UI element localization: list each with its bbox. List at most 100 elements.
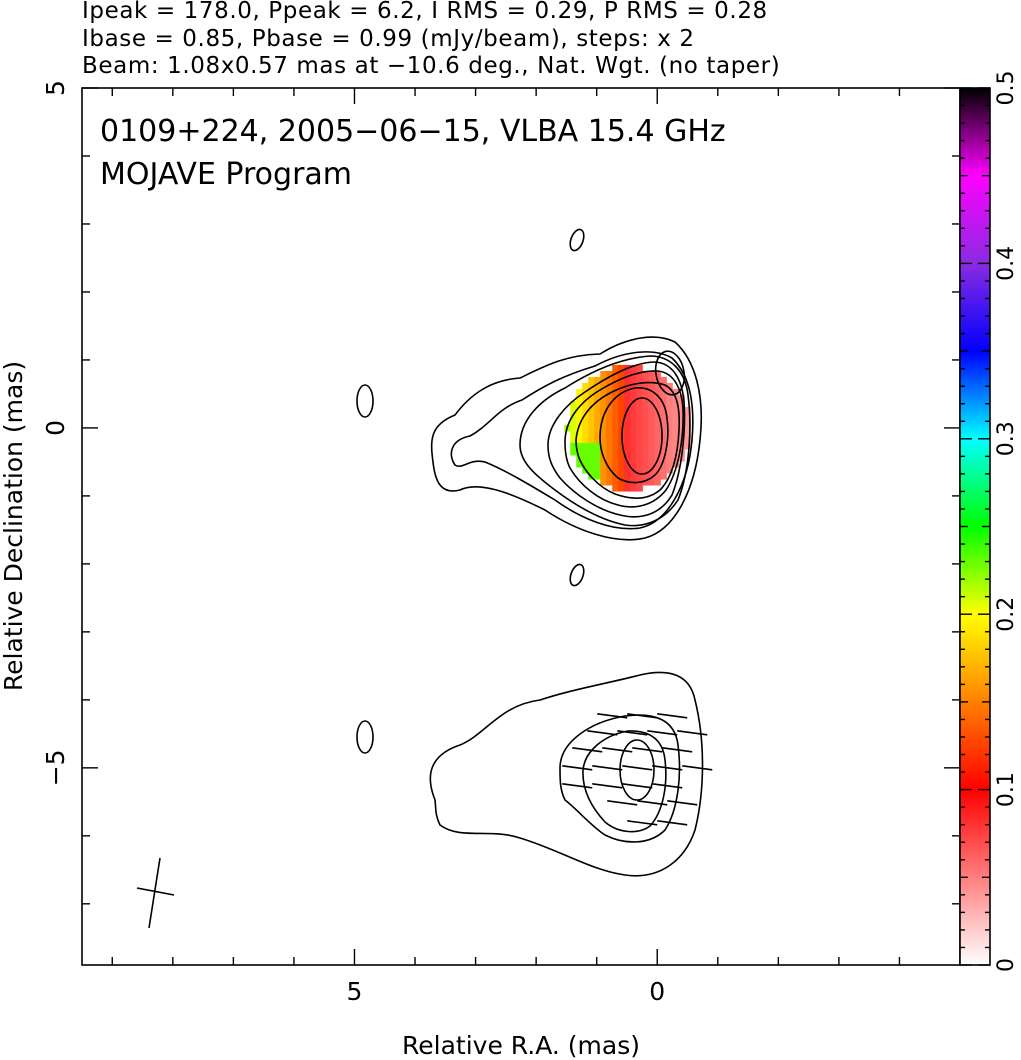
- pol-pixel: [654, 478, 661, 486]
- pol-pixel: [570, 436, 577, 444]
- pol-pixel: [642, 478, 649, 486]
- pol-pixel: [582, 430, 589, 438]
- pol-pixel: [660, 442, 667, 450]
- pol-pixel: [612, 406, 619, 414]
- pol-pixel: [594, 406, 601, 414]
- pol-pixel: [648, 394, 655, 402]
- pol-pixel: [582, 394, 589, 402]
- evpa-tick: [572, 747, 603, 753]
- pol-pixel: [648, 376, 655, 384]
- pol-pixel: [618, 388, 625, 396]
- pol-pixel: [630, 394, 637, 402]
- pol-contour-level-2: [559, 714, 681, 843]
- pol-pixel: [624, 394, 631, 402]
- evpa-tick: [652, 783, 683, 789]
- pol-pixel: [576, 460, 583, 468]
- pol-pixel: [666, 382, 673, 390]
- pol-pixel: [684, 424, 691, 432]
- pol-pixel: [654, 436, 661, 444]
- pol-pixel: [642, 472, 649, 480]
- pol-pixel: [654, 424, 661, 432]
- pol-pixel: [636, 436, 643, 444]
- pol-pixel: [636, 442, 643, 450]
- pol-pixel: [582, 460, 589, 468]
- pol-pixel: [618, 460, 625, 468]
- pol-pixel: [666, 448, 673, 456]
- pol-pixel: [648, 442, 655, 450]
- pol-pixel: [642, 412, 649, 420]
- pol-pixel: [672, 436, 679, 444]
- pol-pixel: [666, 430, 673, 438]
- pol-pixel: [642, 436, 649, 444]
- pol-pixel: [624, 424, 631, 432]
- pol-pixel: [660, 388, 667, 396]
- evpa-tick: [627, 820, 658, 826]
- pol-contour-level-1: [429, 671, 704, 877]
- noise-contour-2: [356, 384, 374, 418]
- pol-pixel: [642, 424, 649, 432]
- pol-pixel: [588, 454, 595, 462]
- pol-pixel: [648, 460, 655, 468]
- evpa-tick: [592, 765, 623, 771]
- noise-contour-1: [569, 228, 585, 252]
- pol-pixel: [636, 484, 643, 492]
- pol-pixel: [570, 442, 577, 450]
- beam-info-line: Beam: 1.08x0.57 mas at −10.6 deg., Nat. …: [82, 53, 781, 79]
- pol-pixel: [600, 466, 607, 474]
- evpa-tick: [597, 713, 628, 719]
- pol-pixel: [654, 418, 661, 426]
- plot-subtitle: MOJAVE Program: [100, 157, 352, 192]
- pol-pixel: [636, 382, 643, 390]
- pol-pixel: [600, 448, 607, 456]
- pol-pixel: [618, 424, 625, 432]
- pol-pixel: [606, 466, 613, 474]
- y-axis-label: Relative Declination (mas): [0, 361, 28, 691]
- pol-pixel: [588, 460, 595, 468]
- pol-pixel: [570, 424, 577, 432]
- contour-level-8: [621, 397, 663, 475]
- evpa-tick: [627, 713, 658, 719]
- pol-pixel: [600, 424, 607, 432]
- pol-pixel: [636, 472, 643, 480]
- pol-pixel: [654, 382, 661, 390]
- pol-pixel: [594, 448, 601, 456]
- pol-pixel: [642, 460, 649, 468]
- pol-pixel: [612, 466, 619, 474]
- pol-pixel: [666, 466, 673, 474]
- pol-pixel: [588, 430, 595, 438]
- pol-pixel: [630, 400, 637, 408]
- colorbar-tick-label: 0.5: [994, 71, 1019, 106]
- pol-pixel: [654, 472, 661, 480]
- pol-pixel: [624, 466, 631, 474]
- pol-pixel: [624, 460, 631, 468]
- stats-line-2: Ibase = 0.85, Pbase = 0.99 (mJy/beam), s…: [82, 26, 695, 52]
- pol-pixel: [624, 454, 631, 462]
- pol-pixel: [642, 376, 649, 384]
- polarized-intensity-contours: [429, 671, 704, 877]
- evpa-tick: [637, 800, 668, 806]
- evpa-tick: [622, 783, 653, 789]
- pol-pixel: [624, 388, 631, 396]
- pol-pixel: [600, 430, 607, 438]
- evpa-vectors: [562, 713, 713, 826]
- pol-pixel: [660, 406, 667, 414]
- pol-pixel: [606, 448, 613, 456]
- beam-marker: [136, 857, 175, 929]
- pol-pixel: [642, 442, 649, 450]
- pol-pixel: [672, 448, 679, 456]
- pol-pixel: [648, 430, 655, 438]
- pol-pixel: [582, 412, 589, 420]
- pol-pixel: [582, 424, 589, 432]
- pol-pixel: [654, 430, 661, 438]
- plot-title: 0109+224, 2005−06−15, VLBA 15.4 GHz: [100, 114, 726, 149]
- pol-pixel: [678, 424, 685, 432]
- pol-pixel: [618, 418, 625, 426]
- colorbar-ticks: [960, 87, 990, 966]
- pol-pixel: [642, 466, 649, 474]
- pol-pixel: [612, 478, 619, 486]
- pol-pixel: [618, 448, 625, 456]
- pol-pixel: [660, 472, 667, 480]
- pol-pixel: [576, 400, 583, 408]
- pol-pixel: [636, 388, 643, 396]
- pol-pixel: [660, 412, 667, 420]
